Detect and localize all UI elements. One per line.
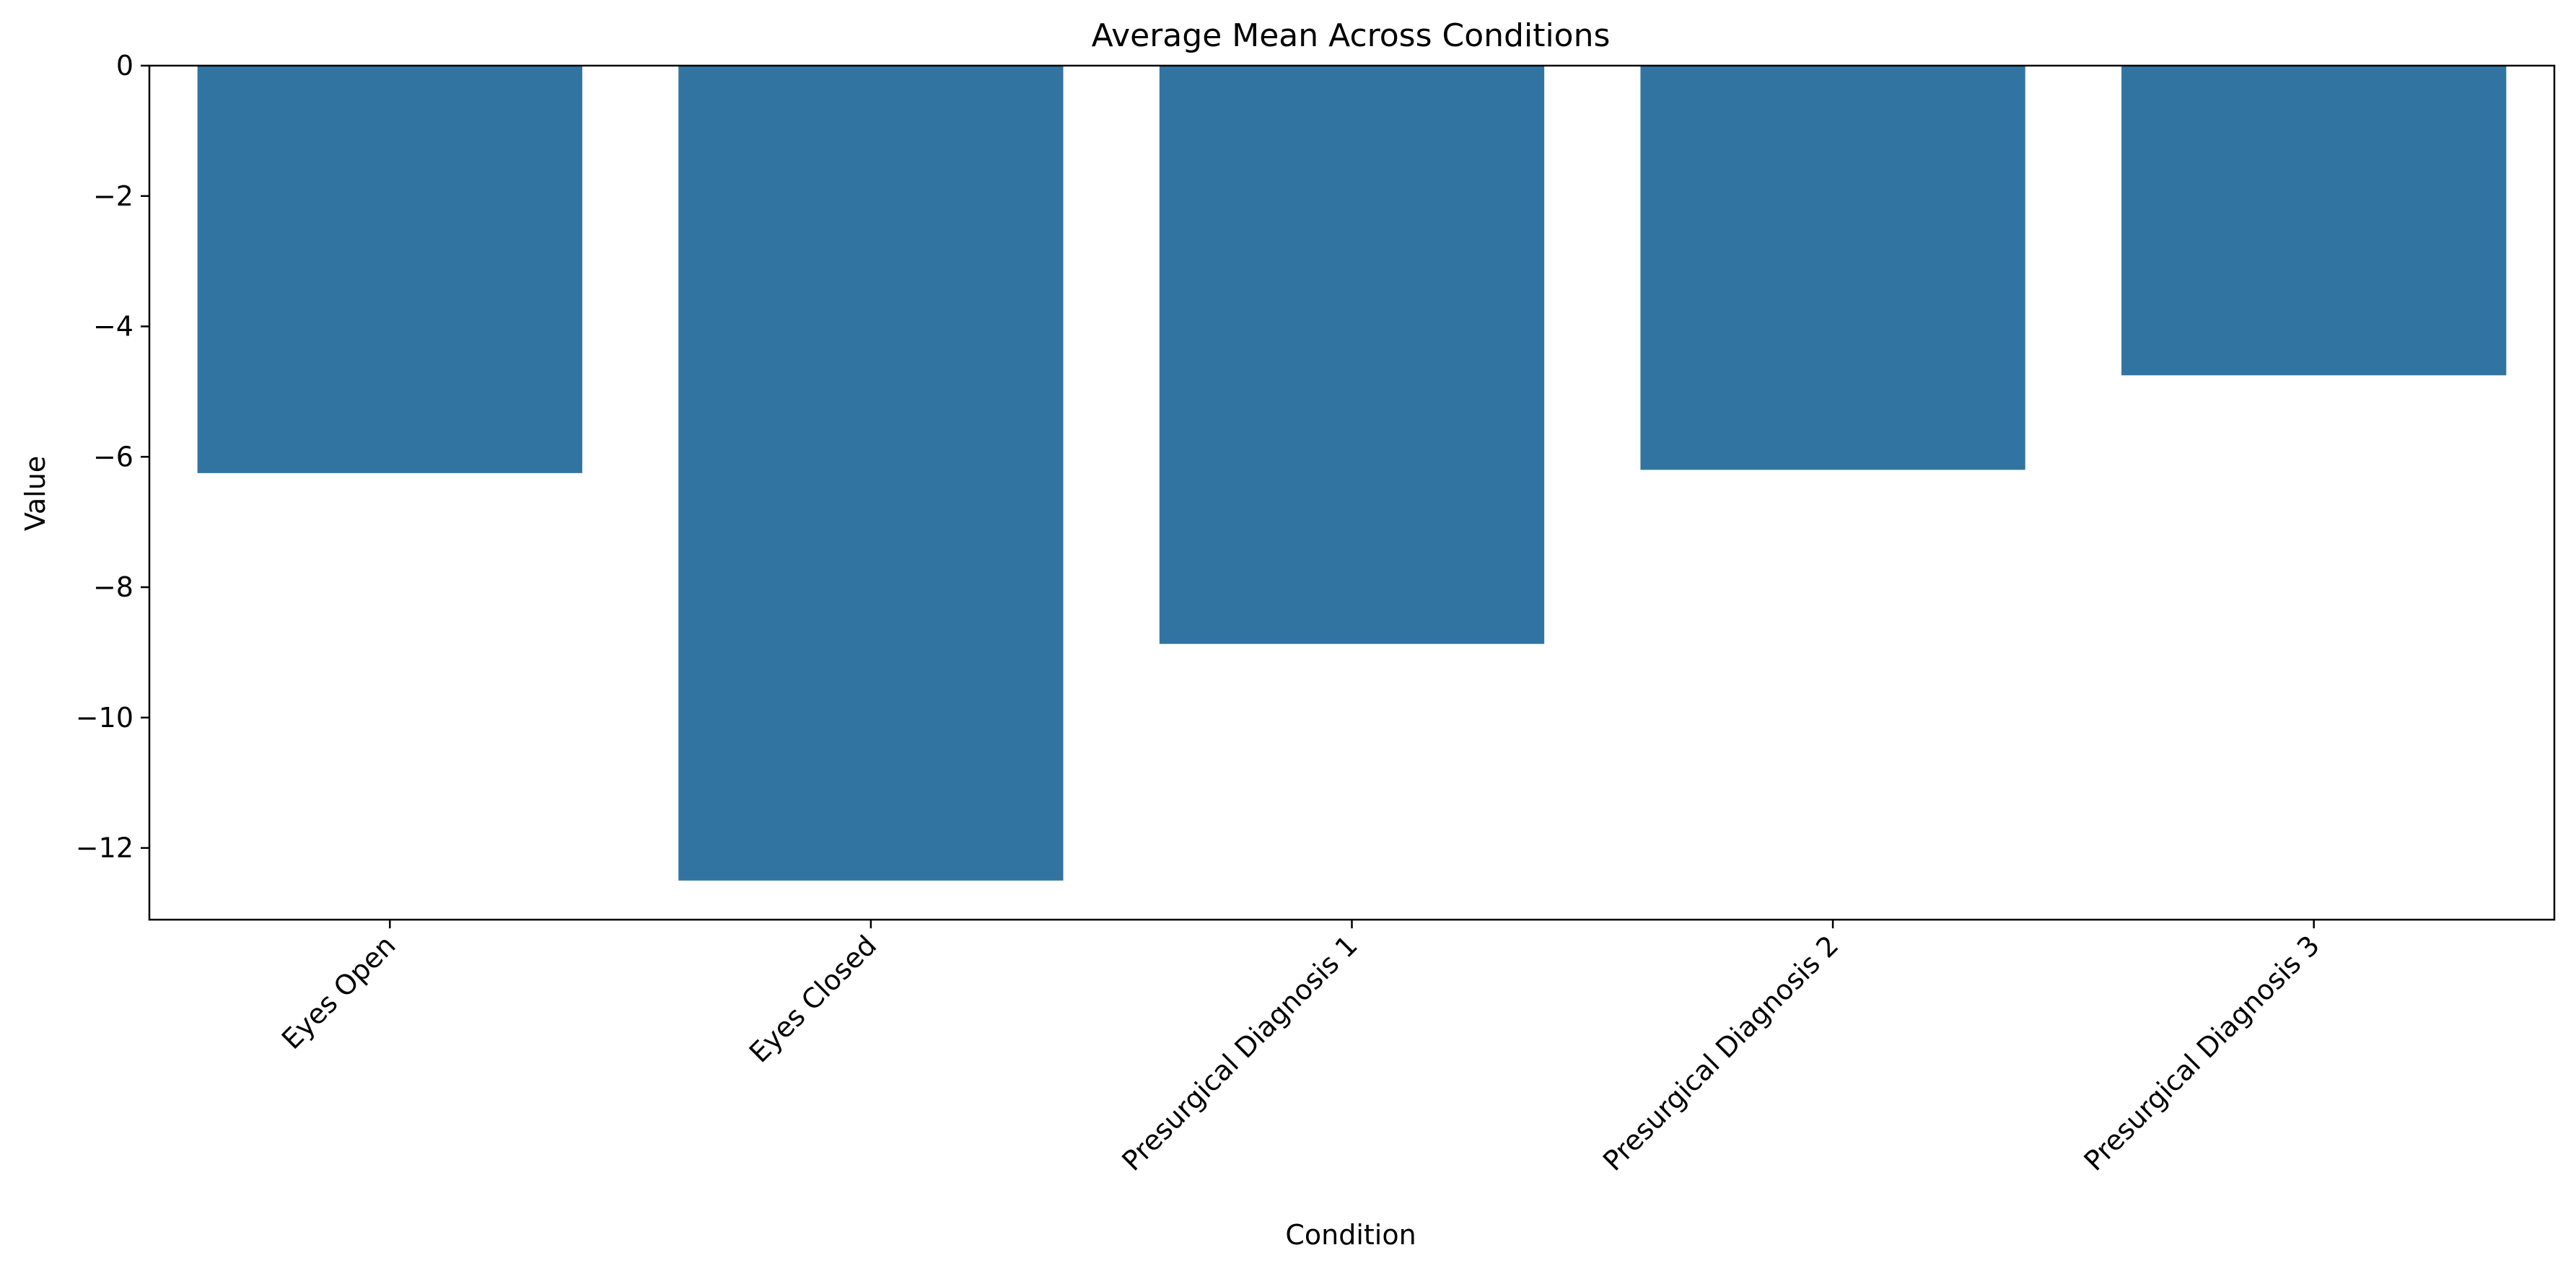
y-tick-label: −12	[76, 832, 133, 864]
chart-title: Average Mean Across Conditions	[1092, 17, 1611, 54]
bar-5	[2121, 66, 2507, 376]
y-tick-label: −4	[93, 311, 133, 343]
y-tick-label: −2	[93, 180, 133, 212]
y-tick-label: −8	[93, 571, 133, 603]
bar-3	[1159, 66, 1545, 644]
x-tick-label: Presurgical Diagnosis 2	[1597, 929, 1844, 1176]
y-tick-label: 0	[116, 50, 133, 82]
x-tick-label: Presurgical Diagnosis 1	[1116, 929, 1363, 1176]
y-tick-label: −10	[76, 702, 133, 734]
x-tick-label: Eyes Closed	[743, 929, 882, 1068]
x-axis-label: Condition	[1285, 1219, 1416, 1251]
x-tick-label: Presurgical Diagnosis 3	[2078, 929, 2326, 1176]
y-tick-label: −6	[93, 441, 133, 472]
bar-4	[1640, 66, 2025, 470]
bars-layer	[197, 66, 2507, 881]
bar-1	[197, 66, 582, 473]
bar-2	[678, 66, 1064, 881]
x-tick-label: Eyes Open	[276, 929, 402, 1055]
y-axis-label: Value	[19, 456, 51, 531]
